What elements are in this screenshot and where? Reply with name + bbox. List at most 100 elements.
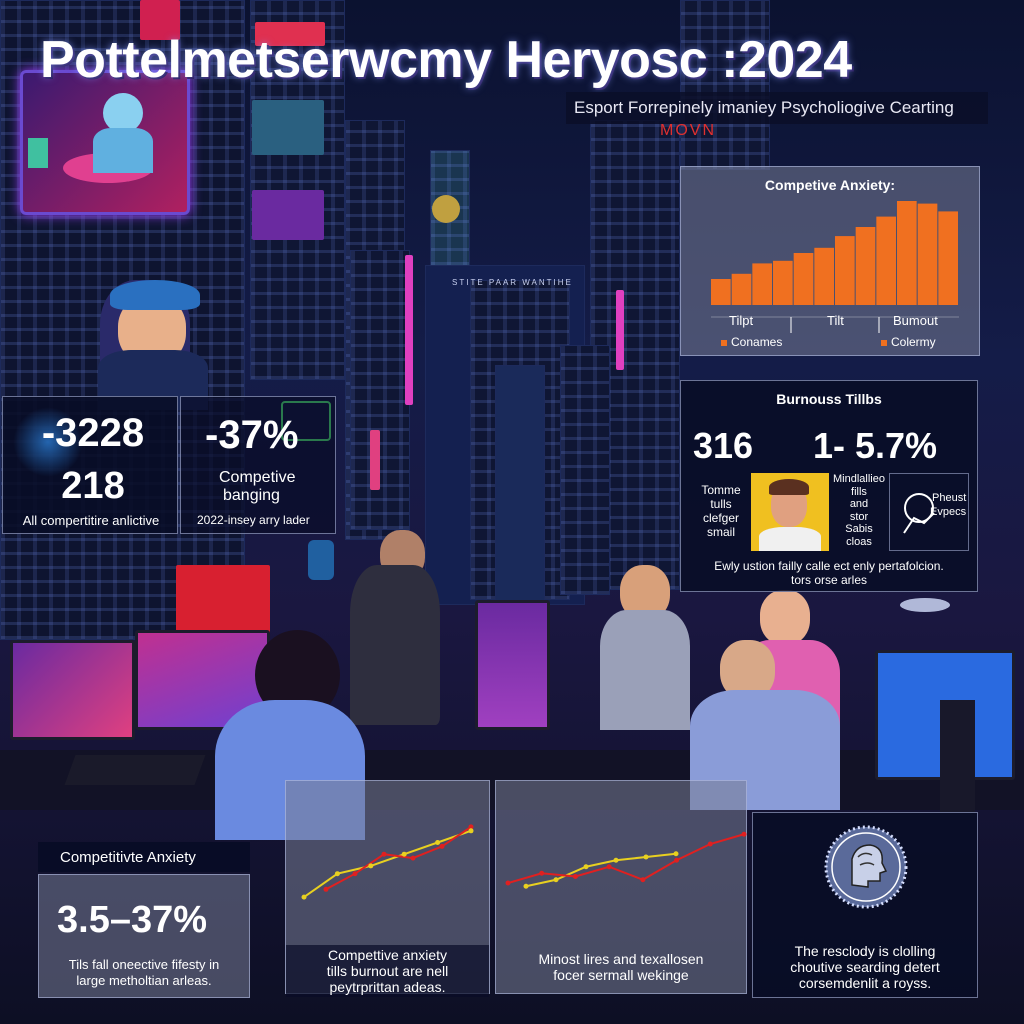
- burnout-caption-1: Ewly ustion failly calle ect enly pertaf…: [714, 559, 944, 573]
- data-point-yellow: [673, 851, 679, 857]
- x-tick-tilpt: Tilpt: [729, 313, 754, 328]
- bar: [773, 260, 793, 305]
- anxiety-bar-svg: [711, 201, 959, 333]
- line-chart-2-svg: [505, 831, 747, 889]
- burnout-panel: Burnouss Tillbs 316 1- 5.7% Tomme tulls …: [680, 380, 978, 592]
- line-chart-2-caption-2: focer sermall wekinge: [553, 967, 689, 983]
- stats-mid-label-1: Competive: [219, 469, 296, 486]
- data-point-red: [505, 880, 511, 886]
- legend-swatch-colermy: [881, 339, 887, 346]
- legend-colermy: Colermy: [881, 335, 936, 349]
- burnout-mid-line-3: and: [849, 498, 869, 510]
- data-point-yellow: [583, 864, 589, 870]
- line-chart-1-caption-3: peytrprittan adeas.: [329, 979, 446, 995]
- legend-label-conames: Conames: [731, 335, 783, 349]
- burnout-left-box: Tomme tulls clefger smail: [691, 471, 751, 551]
- brain-box-caption: The resclody is clolling choutive seardi…: [753, 943, 977, 991]
- burnout-right-line-1: Pheust: [932, 492, 967, 504]
- anxiety-box-caption-2: large metholtian arleas.: [76, 973, 212, 988]
- line-chart-1-caption-1: Compettive anxiety: [327, 947, 448, 963]
- bar: [731, 273, 752, 305]
- movn-sign: MOVN: [660, 122, 716, 139]
- brain-caption-2: choutive searding detert: [790, 959, 940, 975]
- burnout-caption-2: tors orse arles: [790, 573, 868, 587]
- page-title: Pottelmetserwcmy Heryosc :2024: [40, 31, 852, 89]
- burnout-mid-line-5: Sabis: [845, 523, 873, 535]
- burnout-right-line-2: Evpecs: [930, 506, 967, 518]
- line-chart-2-caption-1: Minost lires and texallosen: [538, 951, 704, 967]
- data-point-yellow: [334, 871, 340, 877]
- legend-swatch-conames: [721, 339, 727, 346]
- bar: [835, 236, 855, 305]
- data-point-yellow: [613, 857, 619, 863]
- series-line-yellow: [303, 829, 472, 898]
- page-subtitle: Esport Forrepinely imaniey Psycholiogive…: [566, 92, 988, 124]
- data-point-red: [439, 843, 445, 849]
- burnout-mid-line-1: Mindlallieo: [833, 473, 885, 485]
- legend-conames: Conames: [721, 335, 782, 349]
- data-point-yellow: [553, 877, 559, 883]
- anxiety-box-caption-1: Tils fall oneective fifesty in: [68, 957, 220, 972]
- stats-left-value-b: 218: [61, 465, 125, 507]
- avatar-hologram: [20, 70, 190, 215]
- anxiety-bar-chart: Competive Anxiety: Tilpt Tilt Bumout Con…: [680, 166, 980, 356]
- data-point-yellow: [468, 828, 474, 834]
- line-chart-1-caption: Compettive anxiety tills burnout are nel…: [286, 945, 489, 997]
- stats-mid-value: -37%: [205, 413, 299, 457]
- burnout-mid-box: Mindlallieo fills and stor Sabis cloas: [829, 473, 889, 551]
- line-chart-2-caption: Minost lires and texallosen focer sermal…: [496, 951, 746, 983]
- data-point-red: [410, 855, 416, 861]
- burnout-mid-line-2: fills: [851, 485, 867, 498]
- burnout-right-box: Pheust Evpecs: [889, 473, 969, 551]
- series-line-red: [325, 826, 472, 891]
- anxiety-chart-title: Competive Anxiety:: [764, 177, 896, 193]
- series-line-yellow: [525, 852, 677, 888]
- burnout-left-line-2: tulls: [710, 497, 732, 511]
- data-point-yellow: [301, 894, 307, 900]
- data-point-red: [741, 831, 747, 837]
- stats-left-panel: -3228 218 All compertitire anlictive: [2, 396, 178, 534]
- bar: [752, 263, 772, 305]
- x-tick-tilt: Tilt: [827, 313, 844, 328]
- bar: [876, 216, 896, 305]
- bar: [793, 253, 814, 305]
- data-point-red: [674, 857, 680, 863]
- data-point-red: [640, 877, 646, 883]
- burnout-value-b: 1- 5.7%: [813, 425, 938, 466]
- data-point-yellow: [435, 840, 441, 845]
- data-point-red: [352, 871, 358, 877]
- legend-label-colermy: Colermy: [891, 335, 936, 349]
- portrait-hair: [769, 479, 809, 495]
- bar: [938, 211, 958, 305]
- data-point-red: [572, 874, 578, 879]
- data-point-red: [381, 851, 387, 857]
- data-point-yellow: [643, 854, 649, 860]
- line-chart-1: Compettive anxiety tills burnout are nel…: [285, 780, 490, 997]
- burnout-left-line-3: clefger: [702, 511, 740, 525]
- burnout-left-line-1: Tomme: [701, 483, 741, 497]
- stats-left-glow: [13, 407, 83, 477]
- portrait-image: [751, 473, 829, 551]
- bar: [897, 201, 917, 305]
- stats-mid-label-2: banging: [223, 487, 280, 504]
- burnout-mid-line-4: stor: [849, 510, 869, 523]
- hand-sketch-icon: [903, 493, 935, 534]
- data-point-red: [606, 864, 612, 870]
- data-point-yellow: [401, 851, 407, 857]
- data-point-yellow: [368, 863, 374, 869]
- brain-box: The resclody is clolling choutive seardi…: [752, 812, 978, 998]
- bar: [855, 227, 876, 305]
- burnout-value-a: 316: [693, 425, 754, 466]
- anxiety-box-label: Competitivte Anxiety: [38, 842, 250, 872]
- line-chart-1-caption-2: tills burnout are nell: [326, 963, 449, 979]
- bar: [917, 203, 938, 305]
- brain-caption-1: The resclody is clolling: [794, 943, 936, 959]
- data-point-yellow: [523, 883, 529, 889]
- series-line-red: [507, 833, 745, 884]
- x-tick-bumout: Bumout: [893, 313, 938, 328]
- data-point-red: [539, 870, 545, 876]
- data-point-red: [707, 841, 713, 847]
- brain-caption-3: corsemdenlit a royss.: [798, 975, 932, 991]
- line-chart-2: Minost lires and texallosen focer sermal…: [495, 780, 747, 994]
- line-chart-1-svg: [301, 824, 474, 900]
